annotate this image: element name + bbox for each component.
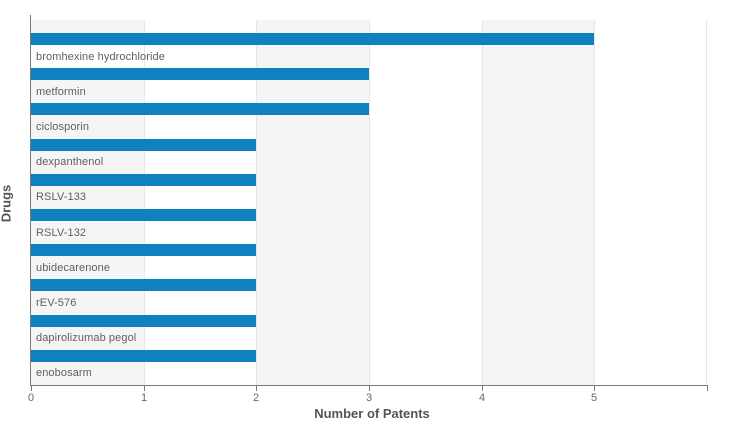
bar <box>31 209 257 221</box>
category-label: bromhexine hydrochloride <box>36 50 165 63</box>
category-label: dapirolizumab pegol <box>36 332 137 345</box>
category-label: metformin <box>36 85 86 98</box>
x-gridline <box>369 20 370 385</box>
x-tick-label: 2 <box>252 392 260 404</box>
x-tick-label: 4 <box>478 392 486 404</box>
bar <box>31 138 257 151</box>
bar <box>31 314 257 327</box>
x-tick-label: 5 <box>590 392 598 404</box>
x-axis-end-tick <box>707 386 708 391</box>
y-axis-title: Drugs <box>0 184 14 223</box>
category-label: RSLV-132 <box>36 226 87 239</box>
x-gridline <box>594 20 595 385</box>
background-column-band <box>481 20 595 385</box>
bar <box>31 103 369 116</box>
category-label: ciclosporin <box>36 120 90 133</box>
x-tick-mark <box>256 386 257 391</box>
x-gridline <box>482 20 483 385</box>
bar <box>31 33 595 45</box>
bar <box>31 349 257 362</box>
x-tick-mark <box>31 386 32 391</box>
x-gridline <box>256 20 257 385</box>
category-label: dexpanthenol <box>36 156 104 169</box>
x-tick-mark <box>482 386 483 391</box>
x-tick-mark <box>369 386 370 391</box>
y-axis-line <box>30 15 31 386</box>
bar <box>31 279 257 292</box>
plot-area: bromhexine hydrochloride metformin ciclosp… <box>31 20 707 385</box>
x-gridline <box>144 20 145 385</box>
x-tick-label: 0 <box>27 392 35 404</box>
category-label: RSLV-133 <box>36 191 87 204</box>
bar <box>31 244 257 257</box>
category-label: ubidecarenone <box>36 261 111 274</box>
x-tick-label: 1 <box>140 392 148 404</box>
bar <box>31 68 369 81</box>
x-tick-mark <box>594 386 595 391</box>
x-axis-line <box>30 385 708 386</box>
x-axis-title: Number of Patents <box>314 406 430 421</box>
x-gridline <box>706 20 707 385</box>
first-label-background-patch <box>31 45 144 69</box>
category-label: enobosarm <box>36 367 92 380</box>
category-label: rEV-576 <box>36 296 77 309</box>
x-tick-mark <box>144 386 145 391</box>
x-tick-label: 3 <box>365 392 373 404</box>
background-column-band <box>256 20 369 385</box>
bar <box>31 173 257 186</box>
